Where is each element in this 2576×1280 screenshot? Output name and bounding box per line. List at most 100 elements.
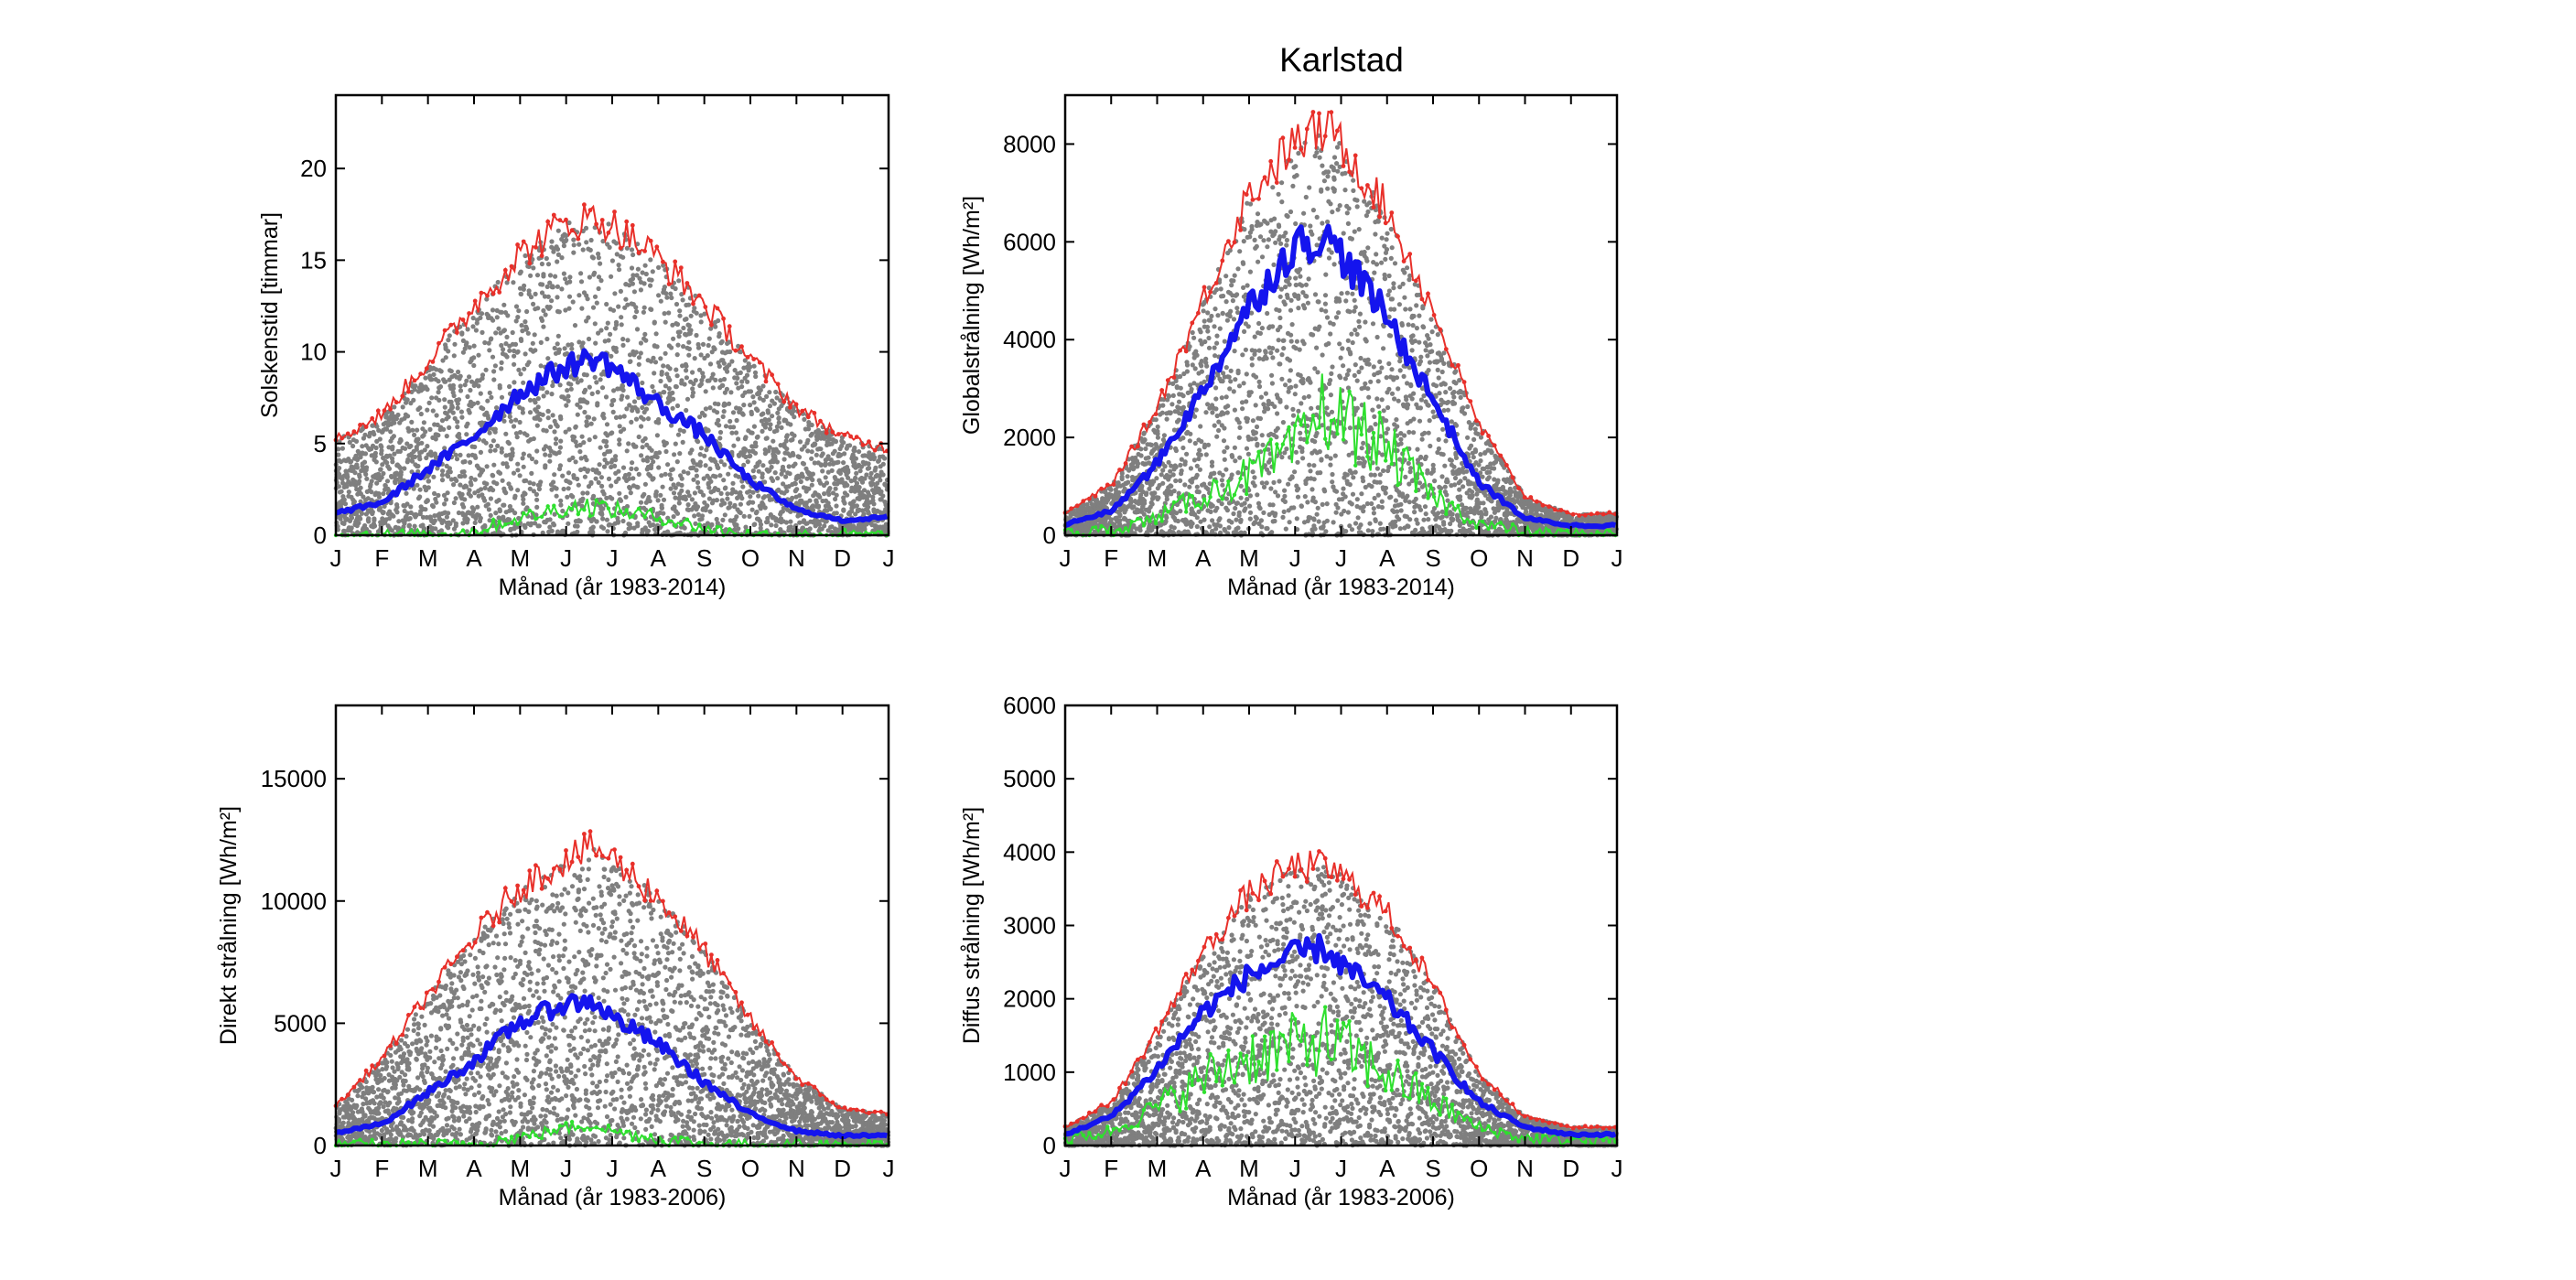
- scatter-point: [841, 508, 846, 513]
- scatter-point: [800, 474, 805, 479]
- scatter-point: [585, 490, 590, 496]
- scatter-point: [1224, 508, 1230, 513]
- scatter-point: [490, 472, 495, 479]
- scatter-point: [1176, 417, 1181, 423]
- scatter-point: [1180, 445, 1186, 451]
- scatter-point: [524, 433, 530, 438]
- scatter-point: [775, 410, 781, 415]
- scatter-point: [671, 396, 676, 402]
- scatter-point: [555, 246, 561, 252]
- scatter-point: [880, 472, 886, 478]
- scatter-point: [692, 513, 697, 519]
- scatter-point: [1219, 478, 1224, 483]
- scatter-point: [552, 429, 557, 435]
- scatter-point: [681, 469, 686, 475]
- scatter-point: [1285, 213, 1290, 220]
- scatter-point: [568, 382, 574, 387]
- scatter-point: [620, 393, 625, 399]
- scatter-point: [541, 393, 546, 399]
- scatter-point: [725, 496, 730, 501]
- scatter-point: [515, 461, 521, 467]
- scatter-point: [557, 463, 564, 468]
- scatter-point: [807, 526, 813, 532]
- scatter-point: [1117, 513, 1123, 519]
- scatter-point: [523, 491, 528, 497]
- scatter-point: [685, 470, 691, 476]
- scatter-point: [464, 340, 469, 346]
- scatter-point: [633, 350, 639, 355]
- scatter-point: [669, 345, 674, 350]
- scatter-point: [538, 479, 544, 485]
- scatter-point: [1270, 346, 1276, 351]
- scatter-point: [741, 513, 747, 519]
- scatter-point: [369, 489, 374, 495]
- scatter-point: [472, 477, 478, 482]
- scatter-point: [438, 369, 444, 374]
- scatter-point: [654, 344, 660, 350]
- scatter-point: [1188, 466, 1193, 471]
- scatter-point: [705, 503, 710, 509]
- scatter-point: [518, 269, 523, 274]
- scatter-point: [588, 421, 594, 426]
- scatter-point: [403, 446, 408, 451]
- scatter-point: [650, 269, 655, 274]
- scatter-point: [1227, 386, 1233, 392]
- x-tick-label: N: [788, 544, 805, 572]
- scatter-point: [473, 455, 479, 460]
- x-tick-label: J: [330, 544, 342, 572]
- scatter-point: [1212, 470, 1217, 476]
- series-min-point: [587, 513, 593, 519]
- scatter-point: [1222, 339, 1227, 344]
- scatter-point: [713, 324, 718, 329]
- scatter-point: [1301, 210, 1307, 216]
- scatter-point: [613, 457, 619, 463]
- scatter-point: [596, 470, 602, 476]
- scatter-point: [667, 377, 673, 382]
- scatter-point: [698, 446, 705, 451]
- series-min-point: [576, 511, 580, 517]
- scatter-point: [1255, 211, 1261, 217]
- scatter-point: [372, 518, 377, 523]
- scatter-point: [486, 507, 492, 512]
- scatter-point: [661, 390, 666, 395]
- scatter-point: [541, 274, 546, 279]
- scatter-point: [625, 338, 631, 343]
- scatter-point: [1203, 360, 1209, 366]
- scatter-point: [499, 360, 504, 365]
- scatter-point: [1173, 446, 1179, 451]
- scatter-point: [698, 352, 704, 358]
- scatter-point: [478, 315, 483, 320]
- scatter-point: [697, 463, 703, 468]
- scatter-point: [806, 486, 812, 491]
- scatter-point: [1214, 333, 1220, 339]
- scatter-point: [694, 310, 699, 316]
- series-min-point: [600, 500, 605, 504]
- scatter-point: [515, 349, 521, 354]
- scatter-point: [707, 466, 713, 471]
- scatter-point: [1248, 390, 1254, 395]
- scatter-point: [459, 414, 465, 420]
- x-tick-label: J: [883, 544, 895, 572]
- scatter-point: [1119, 474, 1125, 479]
- series-max-point: [460, 317, 466, 322]
- scatter-point: [412, 454, 418, 459]
- scatter-point: [596, 285, 601, 292]
- scatter-point: [1266, 406, 1271, 412]
- scatter-point: [685, 502, 691, 508]
- scatter-point: [800, 525, 805, 531]
- scatter-point: [749, 507, 755, 512]
- scatter-point: [508, 486, 514, 491]
- scatter-point: [616, 304, 621, 309]
- scatter-point: [669, 295, 674, 301]
- scatter-point: [472, 444, 478, 450]
- series-max-point: [539, 253, 544, 258]
- scatter-point: [638, 340, 644, 346]
- series-min-point: [497, 519, 501, 524]
- scatter-point: [1305, 500, 1310, 505]
- scatter-point: [360, 444, 365, 449]
- scatter-point: [1275, 348, 1280, 353]
- scatter-point: [578, 378, 584, 383]
- scatter-point: [873, 465, 878, 470]
- series-max-point: [406, 389, 411, 394]
